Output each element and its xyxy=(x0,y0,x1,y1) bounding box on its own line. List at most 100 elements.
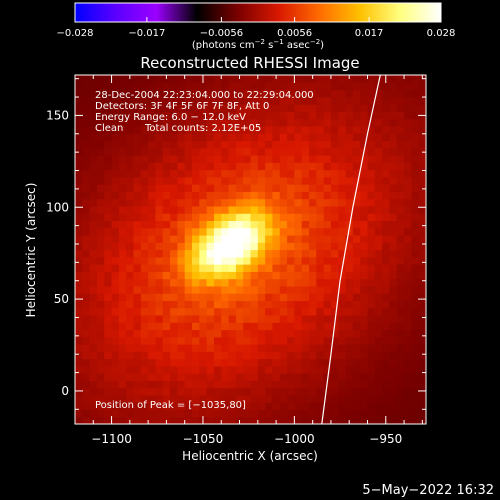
heatmap-cell xyxy=(184,278,193,287)
heatmap-cell xyxy=(75,184,83,192)
heatmap-cell xyxy=(162,336,171,345)
heatmap-cell xyxy=(418,271,426,280)
heatmap-cell xyxy=(287,394,295,403)
heatmap-cell xyxy=(250,169,259,178)
heatmap-cell xyxy=(155,234,164,243)
heatmap-cell xyxy=(404,82,412,91)
heatmap-cell xyxy=(199,154,208,163)
heatmap-cell xyxy=(89,409,98,418)
heatmap-cell xyxy=(382,96,391,105)
heatmap-cell xyxy=(316,387,325,396)
heatmap-cell xyxy=(213,111,222,120)
heatmap-cell xyxy=(301,416,310,424)
heatmap-cell xyxy=(96,104,105,112)
heatmap-cell xyxy=(162,344,171,352)
heatmap-cell xyxy=(199,264,208,272)
heatmap-cell xyxy=(257,344,266,352)
heatmap-cell xyxy=(192,96,200,105)
heatmap-cell xyxy=(213,205,222,214)
heatmap-cell xyxy=(323,82,332,91)
info-total-counts: Total counts: 2.12E+05 xyxy=(144,123,261,134)
heatmap-cell xyxy=(338,154,347,163)
heatmap-cell xyxy=(75,125,83,134)
heatmap-cell xyxy=(206,307,215,316)
info-energy-range: Energy Range: 6.0 − 12.0 keV xyxy=(95,112,246,123)
heatmap-cell xyxy=(374,380,383,389)
heatmap-cell xyxy=(192,365,200,374)
heatmap-cell xyxy=(140,300,149,309)
heatmap-cell xyxy=(75,169,83,178)
heatmap-cell xyxy=(352,329,361,338)
heatmap-cell xyxy=(96,402,105,411)
heatmap-cell xyxy=(345,89,354,98)
heatmap-cell xyxy=(418,387,426,396)
heatmap-cell xyxy=(192,125,200,134)
heatmap-cell xyxy=(345,351,354,360)
heatmap-cell xyxy=(140,198,149,207)
heatmap-cell xyxy=(411,300,420,309)
heatmap-cell xyxy=(111,300,120,309)
heatmap-cell xyxy=(301,118,310,127)
heatmap-cell xyxy=(374,104,383,112)
heatmap-cell xyxy=(235,358,244,367)
heatmap-cell xyxy=(140,169,149,178)
heatmap-cell xyxy=(184,176,193,185)
heatmap-cell xyxy=(338,205,347,214)
heatmap-cell xyxy=(126,147,135,156)
heatmap-cell xyxy=(279,307,288,316)
heatmap-cell xyxy=(330,285,339,294)
heatmap-cell xyxy=(243,293,252,301)
heatmap-cell xyxy=(250,271,259,280)
heatmap-cell xyxy=(228,104,237,112)
heatmap-cell xyxy=(352,293,361,301)
heatmap-cell xyxy=(338,278,347,287)
heatmap-cell xyxy=(177,409,186,418)
heatmap-cell xyxy=(374,176,383,185)
heatmap-cell xyxy=(389,322,398,331)
heatmap-cell xyxy=(389,213,398,222)
heatmap-cell xyxy=(228,140,237,149)
heatmap-cell xyxy=(294,111,303,120)
heatmap-cell xyxy=(82,271,91,280)
heatmap-cell xyxy=(104,336,113,345)
heatmap-cell xyxy=(192,322,200,331)
heatmap-cell xyxy=(323,278,332,287)
heatmap-cell xyxy=(404,365,412,374)
heatmap-cell xyxy=(155,373,164,381)
heatmap-cell xyxy=(382,220,391,229)
heatmap-cell xyxy=(257,314,266,323)
heatmap-cell xyxy=(382,394,391,403)
heatmap-cell xyxy=(228,184,237,192)
heatmap-cell xyxy=(228,358,237,367)
heatmap-cell xyxy=(323,111,332,120)
heatmap-cell xyxy=(199,82,208,91)
heatmap-cell xyxy=(155,344,164,352)
heatmap-cell xyxy=(177,125,186,134)
heatmap-cell xyxy=(352,140,361,149)
heatmap-cell xyxy=(411,293,420,301)
heatmap-cell xyxy=(265,111,274,120)
heatmap-cell xyxy=(148,271,157,280)
heatmap-cell xyxy=(265,89,274,98)
heatmap-cell xyxy=(411,314,420,323)
heatmap-cell xyxy=(396,373,405,381)
heatmap-cell xyxy=(235,307,244,316)
heatmap-cell xyxy=(257,271,266,280)
heatmap-cell xyxy=(126,184,135,192)
heatmap-cell xyxy=(338,307,347,316)
heatmap-cell xyxy=(279,314,288,323)
heatmap-cell xyxy=(118,402,127,411)
heatmap-cell xyxy=(323,162,332,171)
heatmap-cell xyxy=(111,380,120,389)
heatmap-cell xyxy=(89,358,98,367)
heatmap-cell xyxy=(382,285,391,294)
heatmap-cell xyxy=(330,329,339,338)
heatmap-cell xyxy=(345,358,354,367)
heatmap-cell xyxy=(96,191,105,200)
heatmap-cell xyxy=(250,220,259,229)
heatmap-cell xyxy=(265,387,274,396)
heatmap-cell xyxy=(126,220,135,229)
heatmap-cell xyxy=(199,256,208,265)
heatmap-cell xyxy=(272,154,281,163)
heatmap-cell xyxy=(294,264,303,272)
